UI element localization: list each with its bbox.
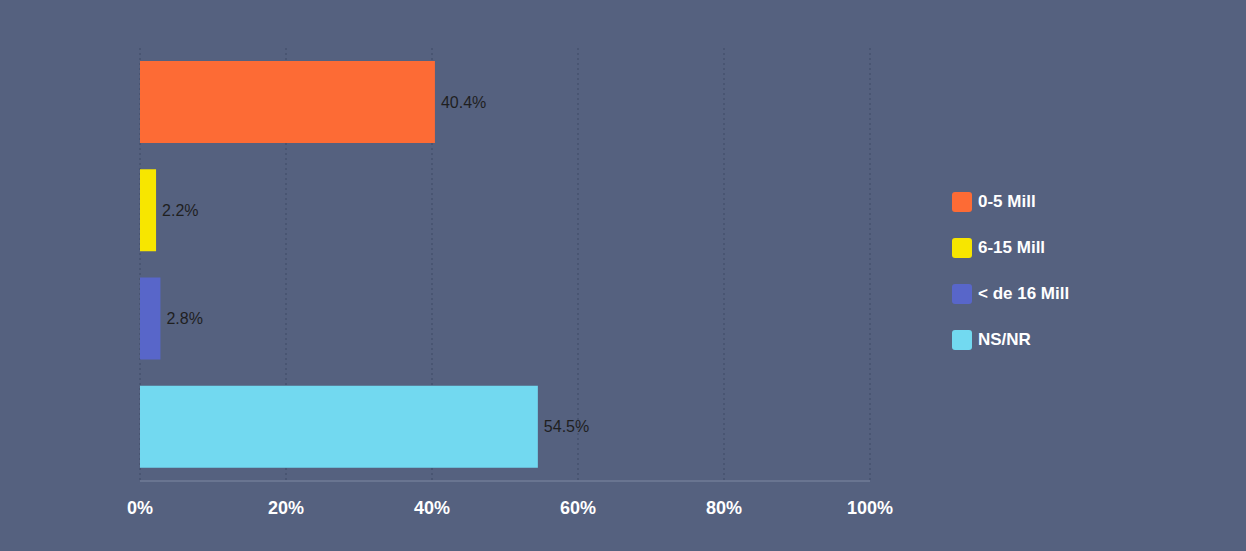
svg-text:0%: 0% [127, 498, 153, 518]
svg-text:2.2%: 2.2% [162, 202, 198, 219]
svg-text:40.4%: 40.4% [441, 94, 486, 111]
html-text:< de 16 Mill: < de 16 Mill [978, 284, 1070, 303]
svg-text:2.8%: 2.8% [166, 310, 202, 327]
html-text:0-5 Mill: 0-5 Mill [978, 192, 1036, 211]
svg-text:80%: 80% [706, 498, 742, 518]
svg-text:20%: 20% [268, 498, 304, 518]
html-text:6-15 Mill: 6-15 Mill [978, 238, 1046, 257]
svg-text:54.5%: 54.5% [544, 418, 589, 435]
svg-text:60%: 60% [560, 498, 596, 518]
svg-text:40%: 40% [414, 498, 450, 518]
svg-text:100%: 100% [847, 498, 893, 518]
html-text:NS/NR: NS/NR [978, 330, 1031, 349]
